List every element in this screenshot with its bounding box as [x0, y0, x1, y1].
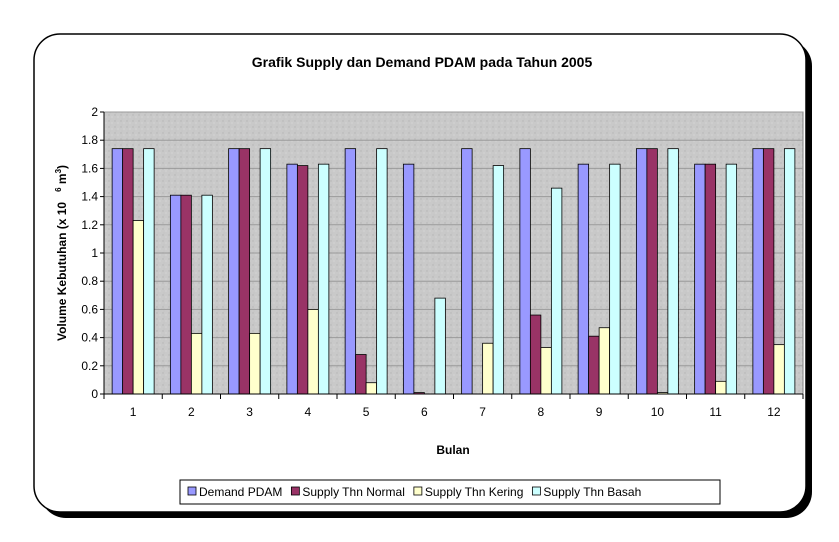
y-tick-label: 1.2: [81, 218, 98, 232]
y-tick-label: 0.4: [81, 331, 98, 345]
y-axis-title-close: ): [55, 165, 69, 169]
bar-demand-pdam-1: [111, 148, 124, 395]
bar-supply-thn-kering-11: [715, 380, 727, 395]
y-tick-label: 0.6: [81, 302, 98, 316]
y-tick-label: 1.8: [81, 133, 98, 147]
bar-supply-thn-normal-8: [529, 314, 542, 395]
bar-demand-pdam-12: [752, 148, 764, 395]
x-tick-label: 3: [246, 405, 253, 419]
bar-supply-thn-kering-3: [249, 332, 261, 395]
legend-item: Demand PDAM: [187, 485, 282, 499]
bar-demand-pdam-9: [577, 163, 590, 395]
bar-demand-pdam-3: [228, 148, 240, 395]
bar-supply-thn-normal-1: [122, 148, 134, 395]
bars: [111, 148, 796, 395]
y-axis-title-unit: m: [55, 173, 69, 187]
bar-demand-pdam-7: [461, 148, 473, 395]
bar-supply-thn-basah-3: [259, 148, 272, 395]
gridlines: [104, 111, 803, 367]
bar-supply-thn-normal-4: [296, 165, 309, 395]
bar-supply-thn-basah-6: [434, 297, 446, 395]
y-tick-label: 0.2: [81, 359, 98, 373]
bar-supply-thn-basah-4: [317, 163, 330, 395]
bar-demand-pdam-10: [635, 148, 648, 395]
bar-supply-thn-kering-5: [365, 382, 378, 395]
bar-demand-pdam-2: [169, 194, 182, 395]
legend-label: Demand PDAM: [199, 485, 282, 499]
bar-demand-pdam-8: [519, 148, 531, 395]
chart-title: Grafik Supply dan Demand PDAM pada Tahun…: [252, 54, 593, 70]
x-tick-label: 11: [709, 405, 722, 419]
x-axis-ticks: 1 2 3 4 5 6 7 8 9 10 11 12: [103, 394, 804, 419]
legend-item: Supply Thn Normal: [290, 485, 405, 499]
bar-supply-thn-basah-2: [201, 194, 213, 395]
y-axis-title-exponent: 6: [54, 187, 63, 192]
bar-demand-pdam-6: [402, 163, 415, 395]
x-tick-label: 10: [651, 405, 665, 419]
bar-supply-thn-basah-10: [667, 148, 679, 395]
bar-demand-pdam-5: [344, 148, 357, 395]
bar-supply-thn-basah-11: [725, 163, 738, 395]
legend-swatch: [531, 486, 541, 496]
y-axis-title-main: Volume Kebutuhan (x 10: [55, 202, 69, 341]
bar-supply-thn-normal-12: [762, 148, 775, 395]
bar-supply-thn-kering-12: [773, 344, 785, 395]
bar-supply-thn-normal-10: [646, 148, 658, 395]
bar-supply-thn-kering-4: [307, 308, 319, 395]
x-tick-label: 9: [596, 405, 603, 419]
bar-supply-thn-basah-7: [492, 165, 505, 395]
legend-label: Supply Thn Basah: [543, 485, 641, 499]
legend-swatch: [187, 486, 197, 496]
legend-swatch: [413, 486, 423, 496]
bar-demand-pdam-4: [286, 163, 298, 395]
x-axis-title: Bulan: [436, 443, 469, 457]
bar-supply-thn-normal-11: [704, 163, 717, 395]
bar-supply-thn-kering-9: [598, 327, 611, 395]
bar-supply-thn-basah-9: [609, 163, 621, 395]
x-tick-label: 6: [421, 405, 428, 419]
x-tick-label: 8: [538, 405, 545, 419]
y-tick-label: 0.8: [81, 274, 98, 288]
bar-supply-thn-normal-2: [180, 194, 192, 395]
y-tick-label: 1: [91, 246, 98, 260]
bar-demand-pdam-11: [694, 163, 706, 395]
bar-supply-thn-kering-8: [540, 347, 552, 395]
x-tick-label: 5: [363, 405, 370, 419]
y-tick-label: 0: [91, 387, 98, 401]
bar-supply-thn-normal-5: [355, 354, 367, 395]
y-axis-ticks: 0 0.2 0.4 0.6 0.8 1 1.2 1.4 1.6 1.8 2: [81, 105, 104, 401]
legend-label: Supply Thn Kering: [425, 485, 524, 499]
bar-supply-thn-normal-9: [588, 335, 600, 395]
bar-supply-thn-basah-1: [143, 148, 155, 395]
bar-supply-thn-basah-12: [783, 148, 796, 395]
bar-supply-thn-kering-1: [132, 220, 145, 395]
legend-box: [179, 479, 721, 505]
bar-supply-thn-basah-5: [376, 148, 388, 395]
y-axis-title-unit-exponent: 3: [54, 168, 63, 173]
bar-supply-thn-kering-7: [482, 342, 494, 395]
legend-swatch: [290, 486, 300, 496]
x-tick-label: 2: [188, 405, 195, 419]
bar-supply-thn-kering-2: [190, 332, 203, 395]
y-axis-title: Volume Kebutuhan (x 10 6 m3): [54, 165, 69, 341]
y-tick-label: 2: [91, 105, 98, 119]
bar-supply-thn-normal-3: [238, 148, 251, 395]
legend-label: Supply Thn Normal: [302, 485, 405, 499]
y-tick-label: 1.4: [81, 190, 98, 204]
legend-item: Supply Thn Basah: [531, 485, 641, 499]
x-tick-label: 1: [130, 405, 137, 419]
bar-supply-thn-basah-8: [550, 187, 563, 395]
legend-item: Supply Thn Kering: [413, 485, 524, 499]
y-tick-label: 1.6: [81, 161, 98, 175]
x-tick-label: 4: [305, 405, 312, 419]
x-tick-label: 12: [767, 405, 781, 419]
x-tick-label: 7: [479, 405, 486, 419]
legend: Demand PDAM Supply Thn Normal Supply Thn K…: [179, 479, 721, 505]
